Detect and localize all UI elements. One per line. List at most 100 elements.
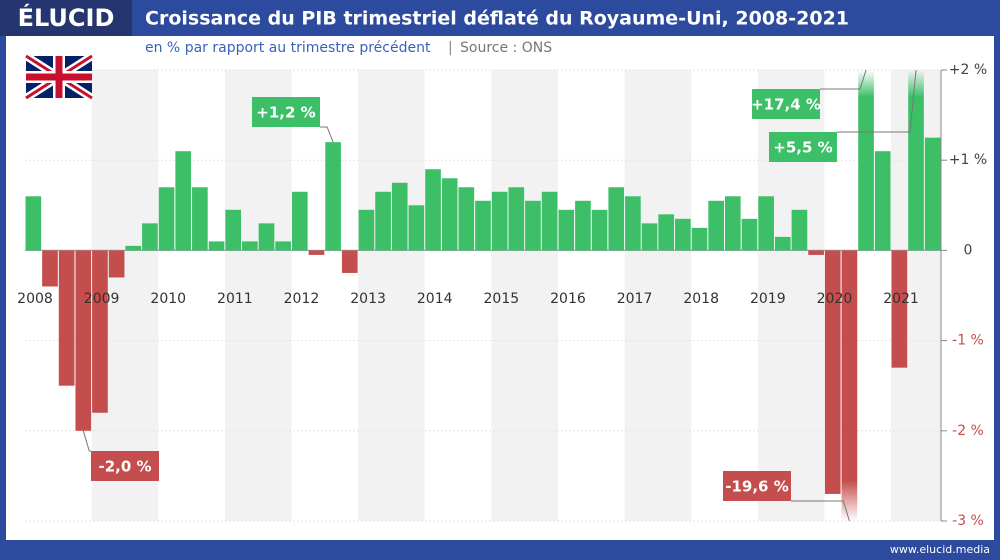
bar bbox=[58, 250, 75, 386]
year-band bbox=[224, 70, 292, 521]
logo-box bbox=[0, 0, 132, 36]
label-box bbox=[723, 471, 791, 501]
bar bbox=[858, 70, 874, 251]
bar bbox=[525, 200, 541, 251]
leader-line bbox=[791, 500, 850, 522]
bar bbox=[908, 70, 924, 251]
bar bbox=[108, 250, 125, 278]
bar bbox=[724, 196, 741, 251]
x-tick-label: 2010 bbox=[150, 291, 186, 307]
x-tick-label: 2017 bbox=[617, 291, 653, 307]
bar bbox=[158, 187, 175, 251]
bar bbox=[658, 214, 675, 251]
leader-line bbox=[820, 69, 867, 90]
bar bbox=[758, 196, 774, 251]
y-tick-label: +1 % bbox=[949, 152, 987, 168]
data-label: -2,0 % bbox=[98, 458, 151, 476]
label-box bbox=[252, 97, 320, 127]
x-tick-label: 2021 bbox=[883, 291, 919, 307]
source: Source : ONS bbox=[460, 40, 552, 56]
x-tick-label: 2020 bbox=[817, 291, 853, 307]
bar bbox=[175, 151, 192, 251]
separator: | bbox=[448, 40, 453, 56]
bar bbox=[458, 187, 475, 251]
bar bbox=[575, 200, 591, 251]
bar bbox=[325, 142, 341, 251]
bar bbox=[675, 218, 691, 251]
footer: www.elucid.media bbox=[890, 543, 990, 556]
data-label: -19,6 % bbox=[725, 478, 789, 496]
bar bbox=[242, 241, 258, 251]
x-tick-label: 2015 bbox=[484, 291, 520, 307]
bar bbox=[558, 209, 575, 251]
bar bbox=[391, 182, 408, 251]
x-tick-label: 2011 bbox=[217, 291, 253, 307]
bar bbox=[691, 227, 708, 251]
leader-line bbox=[82, 430, 91, 452]
flag bbox=[23, 52, 95, 102]
label-box bbox=[91, 451, 159, 481]
data-label: +1,2 % bbox=[256, 104, 315, 122]
bar bbox=[591, 209, 608, 251]
chart-title: Croissance du PIB trimestriel déflaté du… bbox=[145, 8, 849, 30]
bar bbox=[258, 223, 275, 251]
bar bbox=[291, 191, 308, 251]
bar bbox=[125, 245, 142, 251]
y-tick-label: -1 % bbox=[952, 333, 984, 349]
bar bbox=[225, 209, 242, 251]
bar bbox=[841, 250, 858, 521]
x-tick-label: 2019 bbox=[750, 291, 786, 307]
label-box bbox=[752, 89, 820, 119]
bar bbox=[375, 191, 391, 251]
y-tick-label: -2 % bbox=[952, 423, 984, 439]
bar bbox=[208, 241, 225, 251]
bar bbox=[874, 151, 891, 251]
leader-line bbox=[837, 69, 917, 133]
bar bbox=[608, 187, 625, 251]
bar bbox=[25, 196, 42, 251]
bar bbox=[358, 209, 375, 251]
bar bbox=[92, 250, 108, 413]
y-tick-label: 0 bbox=[964, 242, 973, 258]
bar bbox=[341, 250, 358, 273]
bar bbox=[425, 169, 441, 251]
bar bbox=[808, 250, 824, 255]
data-label: +17,4 % bbox=[751, 96, 821, 114]
bar bbox=[408, 205, 425, 251]
y-tick-label: -3 % bbox=[952, 513, 984, 529]
bar bbox=[741, 218, 758, 251]
bar bbox=[491, 191, 508, 251]
y-tick-label: +2 % bbox=[949, 62, 987, 78]
bar bbox=[708, 200, 724, 251]
bar bbox=[142, 223, 158, 251]
bar bbox=[275, 241, 291, 251]
bar bbox=[75, 250, 92, 431]
bar bbox=[475, 200, 491, 251]
bar bbox=[924, 137, 941, 251]
bar bbox=[641, 223, 658, 251]
bar bbox=[891, 250, 908, 368]
x-tick-label: 2014 bbox=[417, 291, 453, 307]
x-tick-label: 2013 bbox=[350, 291, 386, 307]
x-tick-label: 2012 bbox=[284, 291, 320, 307]
bar bbox=[42, 250, 58, 287]
bar bbox=[192, 187, 208, 251]
label-box bbox=[769, 132, 837, 162]
bar bbox=[541, 191, 558, 251]
bar bbox=[791, 209, 808, 251]
data-label: +5,5 % bbox=[773, 139, 832, 157]
leader-line bbox=[320, 126, 334, 143]
bar bbox=[774, 236, 791, 251]
bar bbox=[625, 196, 641, 251]
year-band bbox=[358, 70, 425, 521]
logo: ÉLUCID bbox=[18, 3, 115, 32]
bar bbox=[508, 187, 525, 251]
year-band bbox=[491, 70, 558, 521]
x-tick-label: 2016 bbox=[550, 291, 586, 307]
x-tick-label: 2008 bbox=[17, 291, 53, 307]
bar bbox=[824, 250, 841, 494]
x-tick-label: 2018 bbox=[683, 291, 719, 307]
bar bbox=[308, 250, 325, 255]
subtitle: en % par rapport au trimestre précédent bbox=[145, 40, 431, 56]
